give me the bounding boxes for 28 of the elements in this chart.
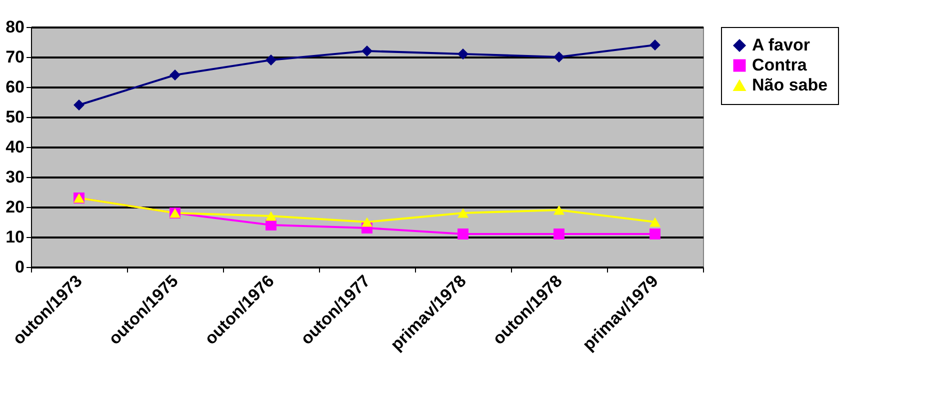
point bbox=[266, 54, 276, 66]
point bbox=[266, 220, 276, 230]
y-tick-label: 80 bbox=[6, 18, 24, 36]
legend-label: Não sabe bbox=[752, 76, 828, 94]
point bbox=[554, 228, 564, 240]
point bbox=[458, 228, 468, 240]
y-tick-label: 40 bbox=[6, 138, 24, 156]
y-tick-label: 60 bbox=[6, 78, 24, 96]
point bbox=[458, 208, 468, 218]
point bbox=[554, 205, 564, 215]
y-tick-label: 50 bbox=[6, 108, 24, 126]
point bbox=[170, 70, 180, 80]
point bbox=[650, 228, 660, 240]
y-tick-label: 0 bbox=[15, 258, 24, 276]
y-tick-label: 70 bbox=[6, 48, 24, 66]
point bbox=[266, 211, 276, 221]
point bbox=[650, 40, 660, 50]
legend-label: Contra bbox=[752, 56, 808, 74]
point bbox=[554, 52, 564, 62]
point bbox=[362, 46, 372, 56]
point bbox=[362, 217, 372, 227]
point bbox=[458, 48, 468, 60]
y-tick-label: 10 bbox=[6, 228, 24, 246]
point bbox=[650, 217, 660, 227]
legend-label: A favor bbox=[752, 36, 810, 54]
y-tick-label: 20 bbox=[6, 198, 24, 216]
point bbox=[74, 100, 84, 110]
y-tick-label: 30 bbox=[6, 168, 24, 186]
